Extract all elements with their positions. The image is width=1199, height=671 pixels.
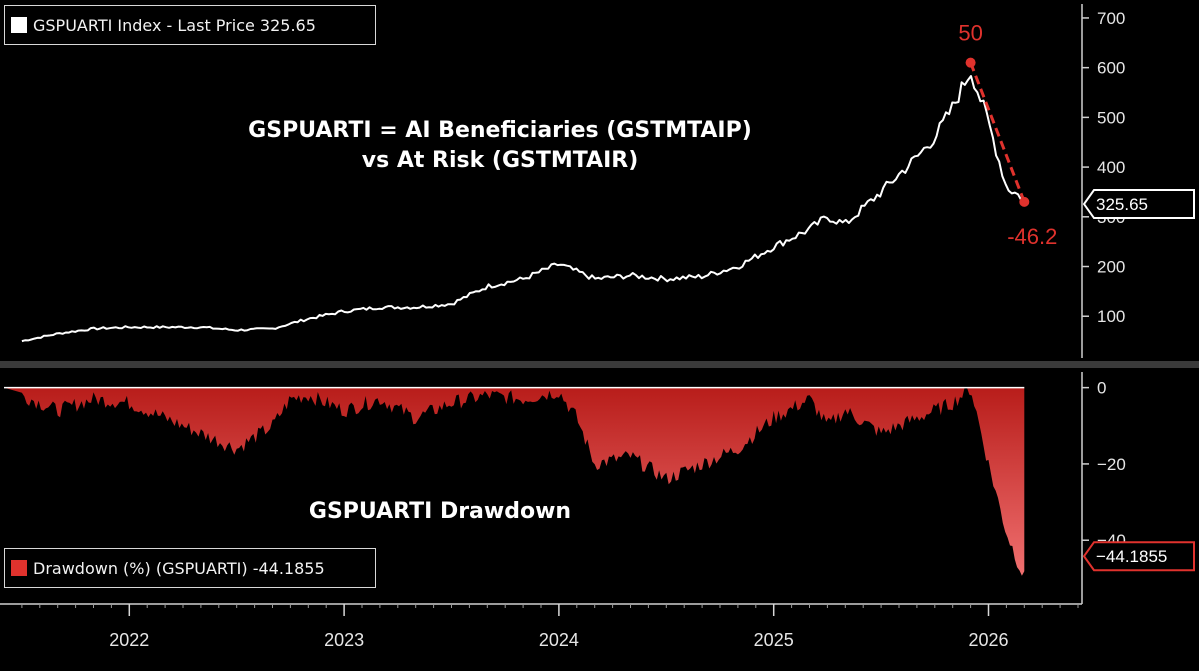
drawdown-value-tag-label: −44.1855 xyxy=(1096,547,1167,566)
decline-annotation-label: -46.2 xyxy=(1007,224,1057,249)
legend-bottom-label: Drawdown (%) (GSPUARTI) -44.1855 xyxy=(33,558,325,578)
top-y-tick-label: 200 xyxy=(1097,258,1125,277)
x-tick-label: 2024 xyxy=(539,630,579,650)
bottom-y-tick-label: 0 xyxy=(1097,379,1106,398)
top-y-tick-label: 600 xyxy=(1097,59,1125,78)
price-value-tag-label: 325.65 xyxy=(1096,195,1148,214)
legend-bottom-swatch xyxy=(11,560,27,576)
top-y-tick-label: 500 xyxy=(1097,108,1125,127)
price-series-line xyxy=(21,75,1025,343)
x-tick-label: 2022 xyxy=(109,630,149,650)
price-value-tag xyxy=(1082,189,1195,220)
legend-top-swatch xyxy=(11,17,27,33)
drawdown-value-tag xyxy=(1082,541,1195,572)
top-y-tick-label: 400 xyxy=(1097,158,1125,177)
drawdown-area xyxy=(4,387,1025,576)
bottom-y-tick-label: −20 xyxy=(1097,455,1126,474)
top-title-line1: GSPUARTI = AI Beneficiaries (GSTMTAIP) xyxy=(248,118,752,143)
top-y-tick-label: 100 xyxy=(1097,307,1125,326)
top-title-line2: vs At Risk (GSTMTAIR) xyxy=(361,148,639,173)
x-tick-label: 2025 xyxy=(754,630,794,650)
bottom-panel: 0−20−40−44.1855 xyxy=(4,372,1195,604)
decline-dashed-line xyxy=(969,62,1026,203)
top-chart-title: GSPUARTI = AI Beneficiaries (GSTMTAIP) v… xyxy=(180,116,820,176)
legend-top-label: GSPUARTI Index - Last Price 325.65 xyxy=(33,15,316,35)
x-tick-label: 2023 xyxy=(324,630,364,650)
x-axis: 2022 2023 2024 2025 2026 xyxy=(0,603,1082,650)
end-marker xyxy=(1019,196,1030,207)
top-y-tick-label: 700 xyxy=(1097,9,1125,28)
x-tick-label: 2026 xyxy=(968,630,1008,650)
legend-top: GSPUARTI Index - Last Price 325.65 xyxy=(4,5,376,45)
panel-divider xyxy=(0,361,1199,368)
peak-marker xyxy=(965,57,976,68)
legend-bottom: Drawdown (%) (GSPUARTI) -44.1855 xyxy=(4,548,376,588)
peak-annotation-label: 50 xyxy=(958,21,982,46)
bottom-chart-title: GSPUARTI Drawdown xyxy=(308,499,572,524)
